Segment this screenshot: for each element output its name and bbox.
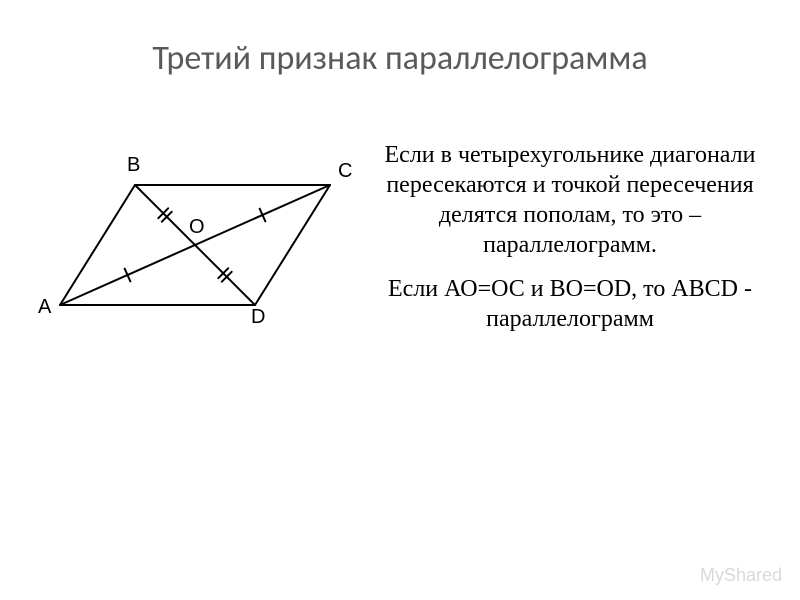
svg-text:D: D: [251, 306, 265, 328]
watermark: MyShared: [700, 565, 782, 586]
parallelogram-diagram: A B C D O: [30, 150, 360, 350]
svg-text:O: O: [189, 216, 205, 238]
svg-text:B: B: [127, 154, 140, 176]
svg-text:C: C: [338, 160, 352, 182]
slide: Третий признак параллелограмма A B C D O Есл…: [0, 0, 800, 600]
svg-text:A: A: [38, 296, 52, 318]
slide-title: Третий признак параллелограмма: [0, 38, 800, 79]
theorem-statement: Если в четырехугольнике диагонали пересе…: [380, 140, 760, 260]
diagram-container: A B C D O: [0, 140, 370, 400]
text-column: Если в четырехугольнике диагонали пересе…: [370, 140, 800, 540]
content-row: A B C D O Если в четырехугольнике диагонали …: [0, 140, 800, 540]
theorem-condition: Если АО=ОС и ВО=ОD, то АВСD - параллелог…: [380, 274, 760, 334]
